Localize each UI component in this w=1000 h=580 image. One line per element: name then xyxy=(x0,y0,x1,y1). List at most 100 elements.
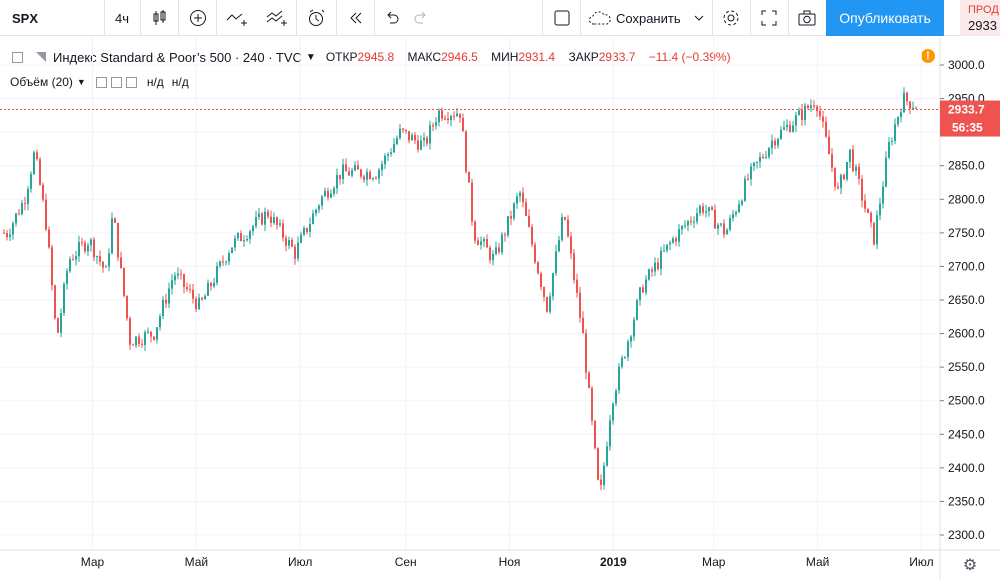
compare-symbol-icon[interactable] xyxy=(218,0,256,36)
candle-body xyxy=(912,107,914,109)
candle-body xyxy=(816,106,818,112)
series-menu-chevron-icon[interactable]: ▼ xyxy=(305,51,316,63)
candle-body xyxy=(615,390,617,404)
fullscreen-icon[interactable] xyxy=(751,0,787,36)
toolbar-divider xyxy=(178,0,179,36)
candle-body xyxy=(96,256,98,258)
candle-body xyxy=(159,316,161,328)
candle-body xyxy=(213,282,215,287)
candle-body xyxy=(162,299,164,317)
candle-body xyxy=(600,479,602,486)
candle-body xyxy=(438,110,440,123)
redo-icon[interactable] xyxy=(406,0,436,36)
candle-body xyxy=(165,299,167,304)
close-icon[interactable] xyxy=(125,76,137,88)
candle-body xyxy=(378,170,380,179)
candle-body xyxy=(9,234,11,237)
save-button[interactable]: Сохранить xyxy=(582,0,684,36)
y-axis-tick-label: 2650.0 xyxy=(948,293,985,307)
candle-body xyxy=(651,269,653,272)
undo-icon[interactable] xyxy=(376,0,408,36)
candle-body xyxy=(567,219,569,237)
camera-snapshot-icon[interactable] xyxy=(789,0,825,36)
candle-body xyxy=(54,285,56,319)
candle-body xyxy=(777,138,779,146)
candle-body xyxy=(411,134,413,141)
eye-icon[interactable] xyxy=(95,76,107,88)
candle-body xyxy=(747,178,749,180)
candle-body xyxy=(201,297,203,300)
interval-button[interactable]: 4ч xyxy=(114,10,129,26)
chevron-down-icon[interactable] xyxy=(686,0,712,36)
alert-clock-icon[interactable] xyxy=(298,0,336,36)
candle-body xyxy=(198,297,200,310)
candle-body xyxy=(558,240,560,252)
candle-body xyxy=(435,122,437,126)
candle-body xyxy=(81,241,83,243)
toolbar-divider xyxy=(374,0,375,36)
candle-body xyxy=(456,113,458,117)
candle-body xyxy=(771,140,773,149)
candle-body xyxy=(144,332,146,345)
warning-icon[interactable]: ! xyxy=(921,49,935,63)
collapse-legend-icon[interactable] xyxy=(12,51,23,63)
symbol-search[interactable]: SPX xyxy=(12,10,39,26)
sell-label: ПРОД xyxy=(968,4,999,16)
candle-body xyxy=(654,262,656,272)
candle-body xyxy=(648,269,650,280)
scale-settings-gear-icon[interactable]: ⚙ xyxy=(962,557,978,574)
candle-body xyxy=(414,134,416,141)
candle-body xyxy=(549,296,551,312)
publish-button[interactable]: Опубликовать xyxy=(826,0,944,36)
chart-style-candles-icon[interactable] xyxy=(142,0,178,36)
add-indicator-icon[interactable] xyxy=(180,0,216,36)
candle-body xyxy=(825,121,827,137)
candle-body xyxy=(123,267,125,296)
candle-body xyxy=(906,92,908,102)
candle-body xyxy=(525,202,527,216)
candle-body xyxy=(285,237,287,246)
y-axis-tick-label: 2800.0 xyxy=(948,192,985,206)
candle-body xyxy=(576,279,578,293)
low-label: МИН xyxy=(491,50,519,64)
candle-body xyxy=(480,241,482,245)
fullscreen-layout-icon[interactable] xyxy=(544,0,580,36)
candle-body xyxy=(660,250,662,269)
y-axis-tick-label: 2450.0 xyxy=(948,427,985,441)
candle-body xyxy=(831,154,833,168)
candle-body xyxy=(57,318,59,333)
y-axis-tick-label: 2600.0 xyxy=(948,327,985,341)
candle-body xyxy=(597,448,599,480)
candle-body xyxy=(462,117,464,132)
sell-price: 2933 xyxy=(968,18,997,33)
volume-chevron-icon[interactable]: ▼ xyxy=(76,77,86,87)
candle-body xyxy=(210,283,212,287)
candle-body xyxy=(471,182,473,222)
settings-gear-icon[interactable] xyxy=(713,0,749,36)
countdown-tag xyxy=(940,118,1000,137)
replay-icon[interactable] xyxy=(338,0,374,36)
candle-body xyxy=(855,166,857,171)
series-title[interactable]: Индекс Standard & Poor’s 500 · 240 · TVC xyxy=(53,49,302,65)
candle-body xyxy=(801,110,803,121)
candle-body xyxy=(498,247,500,253)
candle-body xyxy=(477,240,479,245)
candle-body xyxy=(45,199,47,230)
candle-body xyxy=(540,273,542,288)
candle-body xyxy=(897,116,899,125)
indicators-icon[interactable] xyxy=(258,0,296,36)
candle-body xyxy=(339,174,341,180)
y-axis-tick-label: 3000.0 xyxy=(948,58,985,72)
candle-body xyxy=(882,186,884,204)
volume-label[interactable]: Объём (20) xyxy=(10,75,73,89)
candle-body xyxy=(189,289,191,291)
candle-body xyxy=(774,140,776,146)
candle-body xyxy=(726,229,728,235)
candle-body xyxy=(507,216,509,236)
toolbar-divider xyxy=(750,0,751,36)
price-chart[interactable]: Мар Май Июл Сен Ноя 2019 Мар Май Июл 2300.0 2350.0… xyxy=(0,37,1000,580)
sell-button[interactable]: ПРОД 2933 xyxy=(960,0,1000,36)
volume-legend: Объём (20) ▼ н/д н/д xyxy=(10,72,189,92)
gear-icon[interactable] xyxy=(110,76,122,88)
x-axis-tick-label: Мар xyxy=(702,555,726,569)
